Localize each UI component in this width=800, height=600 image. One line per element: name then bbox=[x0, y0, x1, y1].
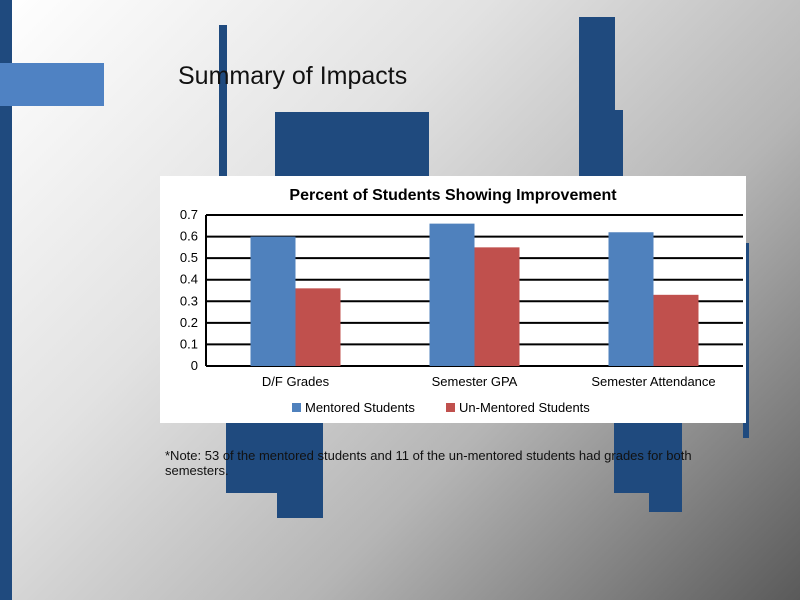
decor-bottom-left-block bbox=[226, 423, 323, 493]
bar-unmentored bbox=[474, 247, 520, 366]
y-tick-label: 0.6 bbox=[180, 229, 198, 244]
y-tick-label: 0.2 bbox=[180, 315, 198, 330]
x-tick-label: Semester GPA bbox=[432, 374, 518, 389]
bar-mentored bbox=[429, 223, 475, 366]
legend-label: Un-Mentored Students bbox=[459, 400, 590, 415]
decor-bottom-right-foot bbox=[649, 490, 682, 512]
bar-unmentored bbox=[653, 294, 699, 366]
legend-label: Mentored Students bbox=[305, 400, 415, 415]
decor-top-block bbox=[275, 112, 429, 178]
y-tick-label: 0.4 bbox=[180, 272, 198, 287]
bars bbox=[250, 223, 699, 366]
decor-left-tab bbox=[0, 63, 104, 106]
y-tick-label: 0 bbox=[191, 358, 198, 373]
footnote: *Note: 53 of the mentored students and 1… bbox=[165, 448, 692, 478]
x-tick-label: D/F Grades bbox=[262, 374, 330, 389]
y-tick-label: 0.3 bbox=[180, 293, 198, 308]
legend-swatch bbox=[446, 403, 455, 412]
decor-right-column bbox=[579, 17, 615, 177]
y-tick-label: 0.7 bbox=[180, 207, 198, 222]
y-tick-label: 0.1 bbox=[180, 336, 198, 351]
chart-title: Percent of Students Showing Improvement bbox=[289, 187, 617, 204]
chart-container: Percent of Students Showing Improvement … bbox=[160, 176, 746, 423]
x-tick-label: Semester Attendance bbox=[591, 374, 715, 389]
decor-bottom-left-foot bbox=[277, 490, 323, 518]
bar-unmentored bbox=[295, 288, 341, 366]
decor-left-stripe bbox=[0, 0, 12, 600]
decor-bottom-right-block bbox=[614, 423, 682, 493]
slide-title: Summary of Impacts bbox=[178, 62, 408, 90]
decor-right-step bbox=[613, 110, 623, 178]
decor-thin-bar bbox=[219, 25, 227, 180]
decor-right-edge bbox=[743, 243, 749, 438]
y-axis-ticks: 0 0.1 0.2 0.3 0.4 0.5 0.6 0.7 bbox=[180, 207, 198, 373]
legend: Mentored Students Un-Mentored Students bbox=[292, 400, 590, 415]
x-axis-labels: D/F Grades Semester GPA Semester Attendanc… bbox=[262, 374, 716, 389]
y-tick-label: 0.5 bbox=[180, 250, 198, 265]
bar-chart: Percent of Students Showing Improvement … bbox=[180, 187, 743, 415]
legend-swatch bbox=[292, 403, 301, 412]
bar-mentored bbox=[250, 236, 296, 366]
bar-mentored bbox=[608, 232, 654, 366]
